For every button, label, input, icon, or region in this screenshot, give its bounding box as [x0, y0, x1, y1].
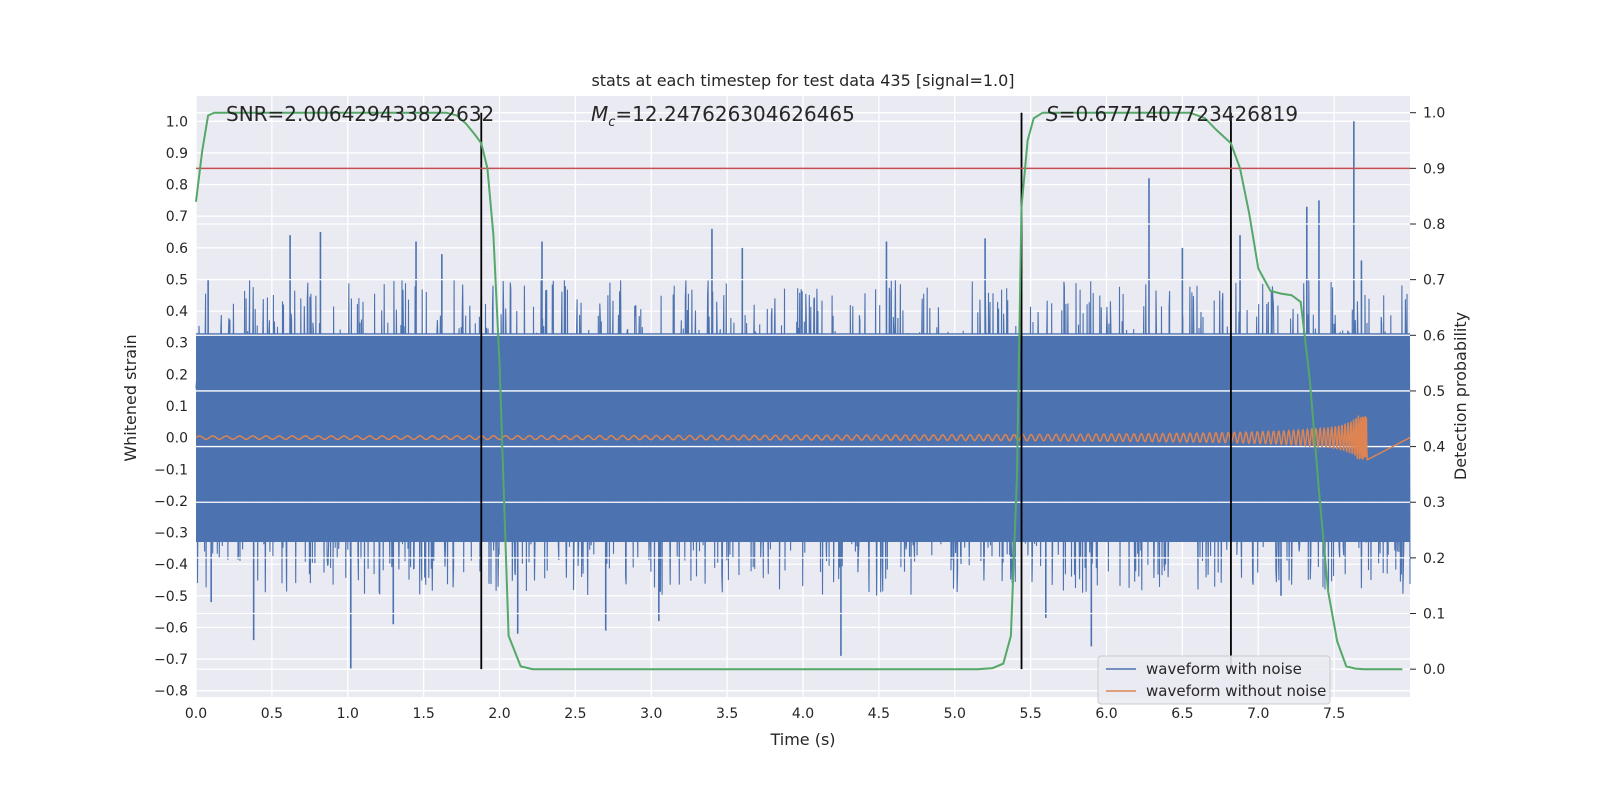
noise-trace — [195, 279, 1411, 596]
y-tick-label-left: −0.4 — [154, 557, 188, 573]
y-tick-label-left: 0.4 — [166, 304, 188, 320]
x-tick-label: 3.0 — [640, 706, 662, 722]
chirp-mass-annotation: Mc=12.247626304626465 — [591, 102, 855, 130]
y-tick-label-left: 0.3 — [166, 336, 188, 352]
y-tick-label-left: 0.0 — [166, 431, 188, 447]
legend-label-noise: waveform with noise — [1146, 660, 1302, 678]
y-tick-label-left: 0.1 — [166, 399, 188, 415]
y-tick-label-left: 0.2 — [166, 367, 188, 383]
y-tick-label-left: −0.8 — [154, 684, 188, 700]
y-tick-label-right: 0.1 — [1423, 607, 1445, 623]
y-tick-label-left: 0.9 — [166, 146, 188, 162]
s-value: =0.6771407723426819 — [1059, 102, 1298, 126]
probability-line — [195, 111, 1403, 671]
y-tick-label-left: −0.7 — [154, 652, 188, 668]
clean-waveform — [195, 415, 1411, 461]
x-tick-label: 1.0 — [337, 706, 359, 722]
y-tick-label-right: 0.0 — [1423, 662, 1445, 678]
chirp-trace — [195, 415, 1411, 461]
y-tick-label-right: 0.8 — [1423, 217, 1445, 233]
x-tick-label: 4.0 — [792, 706, 814, 722]
s-symbol: S — [1046, 102, 1059, 126]
y-tick-label-right: 0.7 — [1423, 273, 1445, 289]
x-tick-label: 0.5 — [261, 706, 283, 722]
legend-label-clean: waveform without noise — [1146, 682, 1326, 700]
y-axis-label-right: Detection probability — [1451, 312, 1470, 480]
probability-curve — [195, 111, 1403, 671]
y-tick-label-left: −0.1 — [154, 462, 188, 478]
y-tick-label-left: −0.2 — [154, 494, 188, 510]
mc-value: =12.247626304626465 — [615, 102, 854, 126]
y-tick-label-right: 0.5 — [1423, 384, 1445, 400]
x-tick-label: 5.0 — [944, 706, 966, 722]
y-tick-label-left: 0.6 — [166, 241, 188, 257]
y-tick-label-right: 0.2 — [1423, 551, 1445, 567]
x-tick-label: 3.5 — [716, 706, 738, 722]
axis-ticks: 0.0 0.5 1.0 1.5 2.0 2.5 3.0 3.5 4.0 4.5 5.0 5.5 6.0 6… — [154, 106, 1445, 722]
legend: waveform with noise waveform without noi… — [1097, 655, 1331, 705]
x-tick-label: 2.0 — [488, 706, 510, 722]
y-tick-label-left: −0.6 — [154, 620, 188, 636]
y-tick-label-left: −0.5 — [154, 589, 188, 605]
chart-title: stats at each timestep for test data 435… — [591, 71, 1014, 90]
y-tick-label-right: 0.3 — [1423, 495, 1445, 511]
y-tick-label-left: 0.5 — [166, 272, 188, 288]
x-tick-label: 6.0 — [1095, 706, 1117, 722]
x-tick-label: 0.0 — [185, 706, 207, 722]
x-tick-label: 2.5 — [564, 706, 586, 722]
x-tick-label: 7.0 — [1247, 706, 1269, 722]
y-tick-label-left: 1.0 — [166, 114, 188, 130]
mc-subscript: c — [608, 115, 615, 130]
y-tick-label-right: 1.0 — [1423, 106, 1445, 122]
x-tick-label: 6.5 — [1171, 706, 1193, 722]
x-tick-label: 4.5 — [868, 706, 890, 722]
legend-box — [1097, 655, 1331, 705]
y-tick-label-right: 0.6 — [1423, 328, 1445, 344]
y-tick-label-left: 0.8 — [166, 178, 188, 194]
y-tick-label-left: 0.7 — [166, 209, 188, 225]
s-annotation: S=0.6771407723426819 — [1046, 102, 1298, 126]
y-tick-label-right: 0.4 — [1423, 440, 1445, 456]
y-tick-label-right: 0.9 — [1423, 161, 1445, 177]
y-tick-label-left: −0.3 — [154, 526, 188, 542]
y-axis-label-left: Whitened strain — [121, 334, 140, 461]
x-tick-label: 7.5 — [1323, 706, 1345, 722]
mc-symbol: M — [591, 102, 608, 126]
x-axis-label: Time (s) — [769, 730, 835, 749]
x-tick-label: 5.5 — [1019, 706, 1041, 722]
x-tick-label: 1.5 — [412, 706, 434, 722]
snr-annotation: SNR=2.006429433822632 — [226, 102, 494, 126]
